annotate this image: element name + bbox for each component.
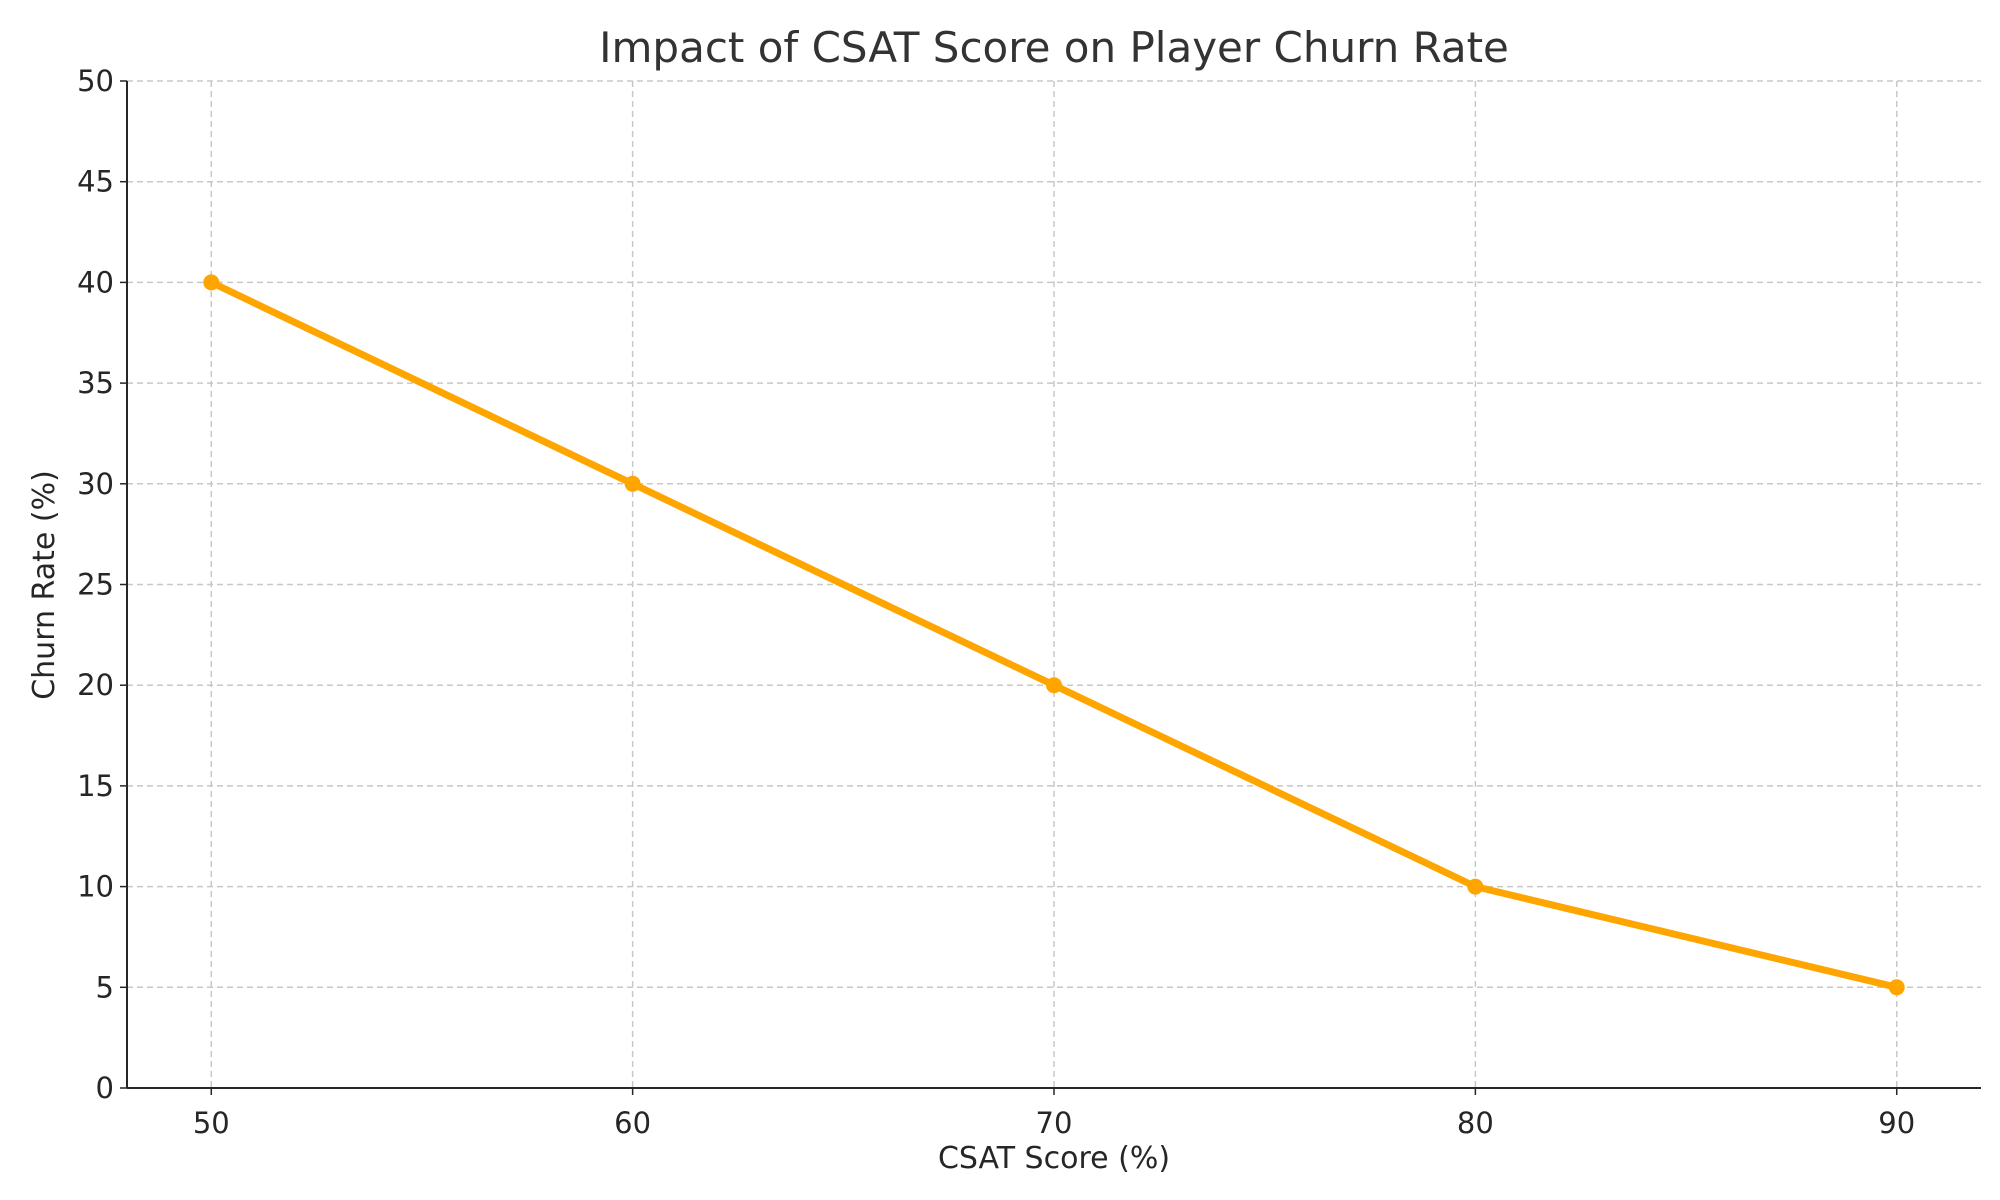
- chart-title: Impact of CSAT Score on Player Churn Rat…: [599, 23, 1509, 72]
- tick-labels: 50 60 70 80 90 0 5 10 15 20 25 30 35 40 45 50: [77, 64, 1915, 1140]
- x-tick-label: 90: [1878, 1106, 1915, 1140]
- y-tick-label: 35: [77, 366, 114, 400]
- y-tick-label: 30: [77, 467, 114, 501]
- data-point: [624, 475, 641, 492]
- data-point: [1467, 878, 1484, 895]
- axes: [120, 80, 1981, 1095]
- y-tick-label: 50: [77, 64, 114, 98]
- x-tick-label: 50: [193, 1106, 230, 1140]
- grid: [127, 80, 1981, 1088]
- series: [203, 274, 1905, 996]
- y-tick-label: 10: [77, 870, 114, 904]
- x-tick-label: 70: [1036, 1106, 1073, 1140]
- y-tick-label: 45: [77, 165, 114, 199]
- y-tick-label: 20: [77, 668, 114, 702]
- data-point: [1888, 979, 1905, 996]
- y-tick-label: 15: [77, 769, 114, 803]
- y-tick-label: 5: [96, 970, 114, 1004]
- y-tick-label: 40: [77, 265, 114, 299]
- x-tick-label: 60: [614, 1106, 651, 1140]
- y-tick-label: 0: [96, 1071, 114, 1105]
- y-tick-label: 25: [77, 568, 114, 602]
- data-point: [1046, 677, 1062, 694]
- y-axis-label: Churn Rate (%): [27, 470, 62, 700]
- data-point: [203, 274, 220, 291]
- x-axis-label: CSAT Score (%): [938, 1141, 1170, 1176]
- x-tick-label: 80: [1457, 1106, 1494, 1140]
